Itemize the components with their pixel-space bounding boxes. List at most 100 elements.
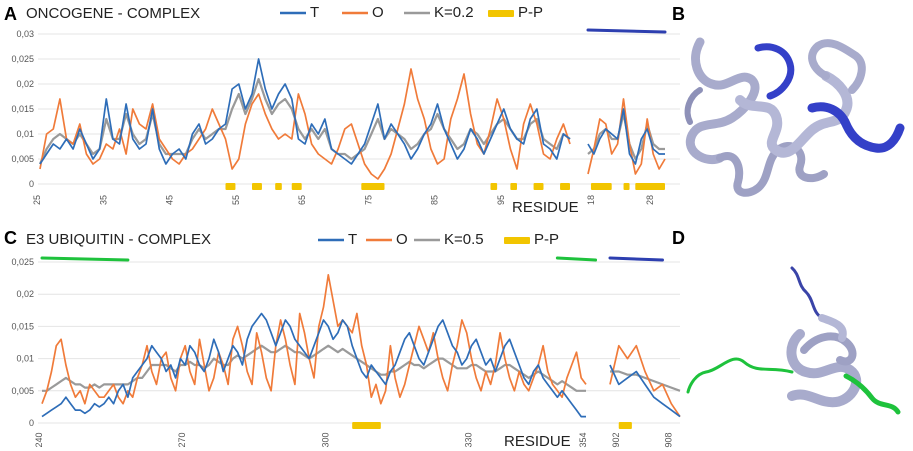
protein-structure-b [684,37,905,197]
chart-c-x-label: RESIDUE [504,433,571,450]
series-o-line [39,68,571,180]
pp-marker [560,183,570,190]
ribbon-loop-1 [716,142,828,197]
pp-marker [225,183,236,190]
chart-a-x-ticks: 25 35 45 55 65 75 85 95 18 28 [32,195,655,205]
legend-label: O [396,231,408,248]
chart-c-gridlines [38,261,680,424]
legend-swatch-pp [488,10,514,17]
y-tick-label: 0,005 [11,386,34,396]
top-bar-green [555,256,598,262]
legend-label: K=0.5 [444,231,484,248]
x-tick-label: 85 [430,195,440,205]
ribbon-helix-1 [685,37,760,164]
pp-marker [623,183,630,190]
y-tick-label: 0,01 [16,129,34,139]
panel-letter-d: D [672,228,685,248]
chart-c-top-bars [40,256,664,262]
y-tick-label: 0,015 [11,321,34,331]
series-t-line [587,108,665,165]
y-tick-label: 0,02 [16,289,34,299]
pp-marker [510,183,517,190]
chart-a-x-label: RESIDUE [512,199,579,216]
x-tick-label: 354 [578,432,588,447]
x-tick-label: 95 [496,195,506,205]
y-tick-label: 0 [29,179,34,189]
pp-marker [361,183,385,190]
series-o-line [41,274,587,405]
pp-marker [352,422,381,429]
ribbon-binding-segment-2 [807,102,905,153]
chart-c-legend: T O K=0.5 P-P [318,231,559,248]
pp-marker [635,183,665,190]
series-t-line [39,58,571,165]
pp-marker [618,422,632,429]
ribbon-coil [684,87,703,125]
x-tick-label: 25 [32,195,42,205]
series-t-line [609,364,681,418]
pp-marker [275,183,282,190]
chart-a-oncogene: ONCOGENE - COMPLEX T O K=0.2 P-P 0 0,005 0,01… [11,4,680,216]
series-t-line [41,312,586,418]
chart-c-series [41,274,681,418]
legend-label: P-P [534,231,559,248]
ribbon-helix-2 [735,71,853,158]
pp-marker [590,183,612,190]
y-tick-label: 0,03 [16,29,34,39]
chart-a-y-ticks: 0 0,005 0,01 0,015 0,02 0,025 0,03 [11,29,34,189]
panel-letter-a: A [4,4,17,24]
tail-green-right [843,373,901,415]
chart-a-pp-markers [225,183,665,190]
top-bar-blue [608,256,664,262]
chart-a-gridlines [38,33,680,185]
core-ribbon-1 [786,329,861,408]
series-k02-line [38,77,571,165]
y-tick-label: 0,005 [11,154,34,164]
pp-marker [490,183,498,190]
y-tick-label: 0 [29,418,34,428]
chart-a-title: ONCOGENE - COMPLEX [26,5,200,22]
series-k05-line [610,370,681,392]
x-tick-label: 300 [320,432,330,447]
x-tick-label: 902 [611,432,621,447]
x-tick-label: 330 [463,432,473,447]
chart-c-title: E3 UBIQUITIN - COMPLEX [26,231,211,248]
tail-green-left [686,357,794,394]
y-tick-label: 0,025 [11,54,34,64]
legend-label: T [348,231,357,248]
legend-swatch-pp [504,237,530,244]
series-o-line [609,344,681,418]
panel-letter-c: C [4,228,17,248]
x-tick-label: 18 [586,195,596,205]
top-bar-green [40,256,130,262]
chart-a-top-bars [586,28,667,34]
core-ribbon-2 [800,332,857,366]
x-tick-label: 240 [34,432,44,447]
chart-c-e3-ubiquitin: E3 UBIQUITIN - COMPLEX T O K=0.5 P-P 0 0,005… [11,231,681,450]
chart-a-legend: T O K=0.2 P-P [280,4,543,21]
x-tick-label: 270 [177,432,187,447]
core-ribbon-3 [818,314,847,342]
y-tick-label: 0,025 [11,257,34,267]
pp-marker [533,183,544,190]
x-tick-label: 55 [231,195,241,205]
y-tick-label: 0,01 [16,354,34,364]
x-tick-label: 75 [363,195,373,205]
x-tick-label: 45 [165,195,175,205]
chart-c-x-ticks: 240 270 300 330 354 902 908 [34,432,673,447]
chart-c-y-ticks: 0 0,005 0,01 0,015 0,02 0,025 [11,257,34,428]
legend-label: O [372,4,384,21]
pp-marker [252,183,262,190]
legend-label: T [310,4,319,21]
chart-c-pp-markers [352,422,632,429]
x-tick-label: 65 [297,195,307,205]
chart-a-series [38,58,666,180]
legend-label: K=0.2 [434,4,474,21]
pp-marker [291,183,302,190]
legend-label: P-P [518,4,543,21]
protein-structure-d [686,266,901,415]
top-bar-blue [586,28,667,34]
y-tick-label: 0,015 [11,104,34,114]
x-tick-label: 908 [663,432,673,447]
